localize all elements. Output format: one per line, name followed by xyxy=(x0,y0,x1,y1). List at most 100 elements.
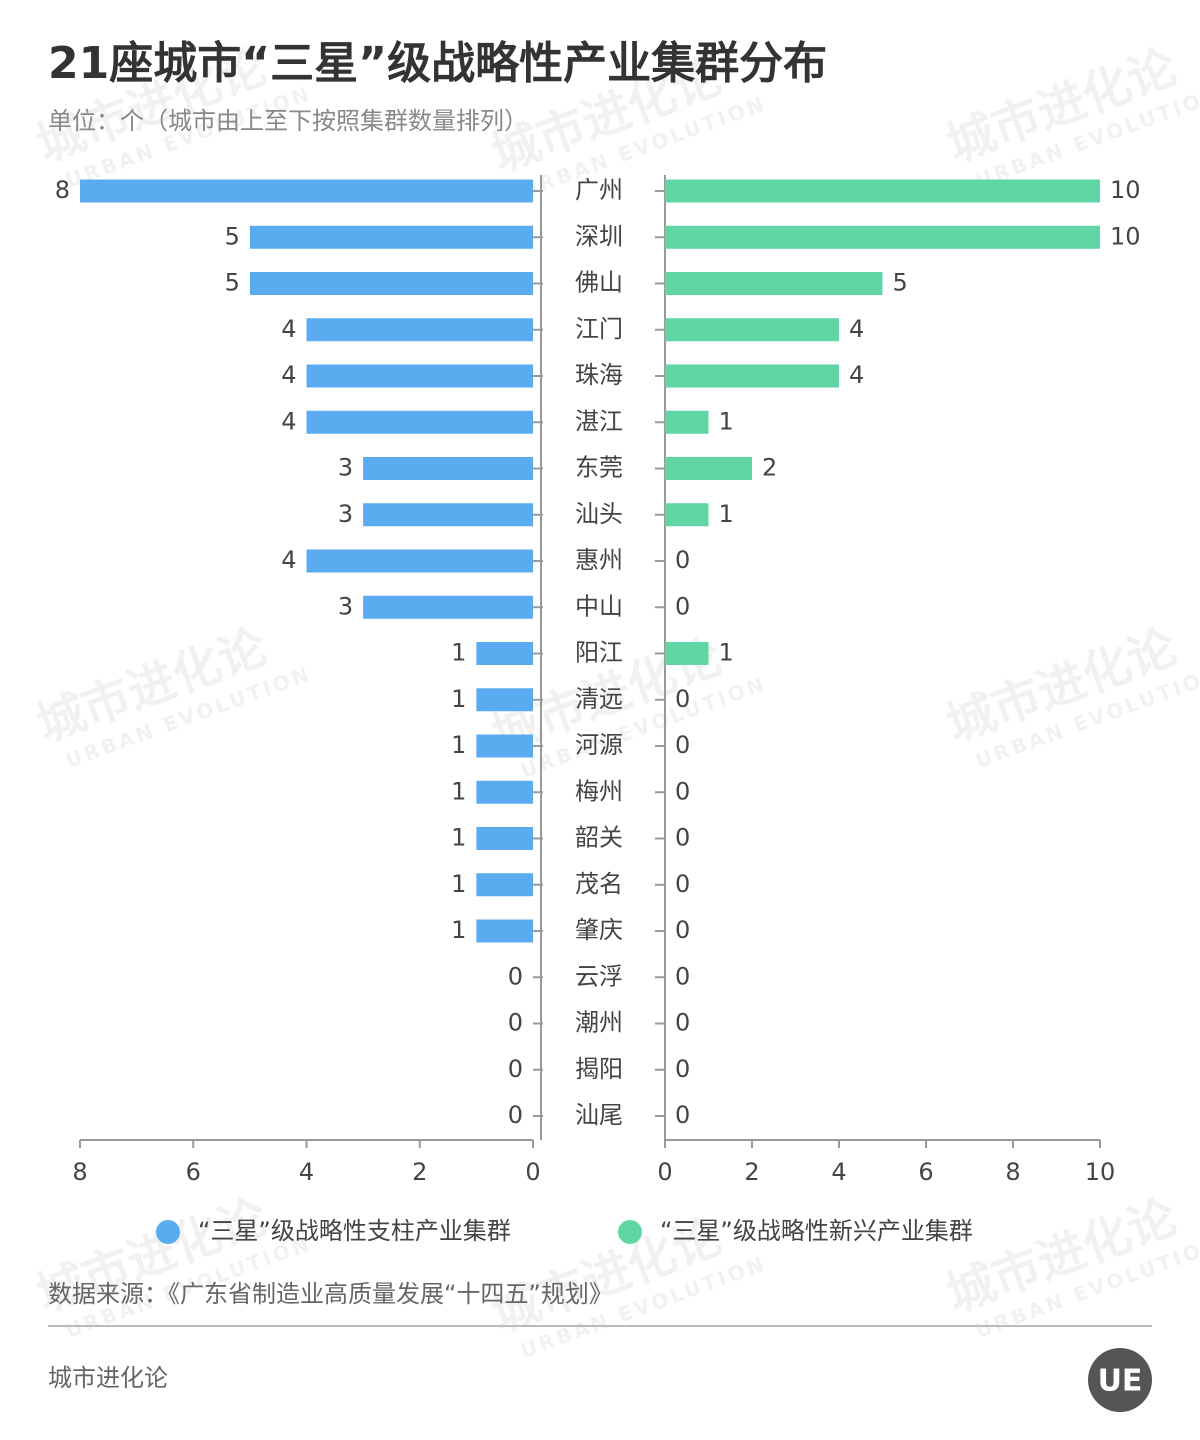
data-label: 3 xyxy=(338,592,353,620)
y-tick-label: 韶关 xyxy=(575,824,623,852)
x-tick-label: 8 xyxy=(72,1158,87,1186)
data-label: 4 xyxy=(281,407,296,435)
y-tick-label: 梅州 xyxy=(575,777,623,805)
x-tick-label: 4 xyxy=(831,1158,846,1186)
data-label: 10 xyxy=(1110,222,1141,250)
data-label: 0 xyxy=(675,916,690,944)
data-label: 0 xyxy=(675,1101,690,1129)
bar xyxy=(665,179,1100,203)
data-label: 1 xyxy=(451,916,466,944)
data-label: 10 xyxy=(1110,176,1141,204)
y-tick-label: 阳江 xyxy=(575,639,623,667)
bar xyxy=(665,364,839,388)
bar xyxy=(476,734,533,758)
data-label: 3 xyxy=(338,454,353,482)
y-tick-label: 珠海 xyxy=(575,361,623,389)
bar xyxy=(249,272,533,295)
data-label: 0 xyxy=(675,1055,690,1083)
bar xyxy=(665,503,709,527)
data-label: 2 xyxy=(762,454,777,482)
data-label: 0 xyxy=(675,592,690,620)
data-label: 4 xyxy=(281,546,296,574)
legend-label: “三星”级战略性新兴产业集群 xyxy=(660,1217,973,1245)
data-label: 0 xyxy=(675,962,690,990)
y-tick-label: 东莞 xyxy=(575,454,623,482)
data-label: 0 xyxy=(508,1055,523,1083)
data-label: 1 xyxy=(719,500,734,528)
data-label: 1 xyxy=(451,731,466,759)
bar xyxy=(306,318,533,342)
y-tick-label: 广州 xyxy=(575,176,623,204)
y-tick-label: 揭阳 xyxy=(575,1055,623,1083)
chart-title: 21座城市“三星”级战略性产业集群分布 xyxy=(48,38,827,89)
bar xyxy=(476,827,533,850)
y-tick-label: 中山 xyxy=(575,592,623,620)
y-tick-label: 佛山 xyxy=(575,269,623,297)
y-tick-label: 汕头 xyxy=(575,500,623,528)
data-label: 4 xyxy=(281,361,296,389)
x-tick-label: 2 xyxy=(744,1158,759,1186)
data-label: 0 xyxy=(675,870,690,898)
data-label: 4 xyxy=(849,315,864,343)
bar xyxy=(665,410,709,434)
data-label: 5 xyxy=(893,269,908,297)
y-tick-label: 江门 xyxy=(575,315,623,343)
bar xyxy=(363,503,533,527)
bar xyxy=(665,457,752,480)
y-tick-label: 汕尾 xyxy=(575,1101,623,1129)
data-label: 1 xyxy=(719,407,734,435)
x-tick-label: 8 xyxy=(1005,1158,1020,1186)
data-label: 1 xyxy=(451,824,466,852)
y-tick-label: 云浮 xyxy=(575,962,623,990)
data-label: 1 xyxy=(451,685,466,713)
data-label: 0 xyxy=(675,731,690,759)
bar xyxy=(306,549,533,573)
bar xyxy=(363,457,533,480)
data-label: 4 xyxy=(849,361,864,389)
y-tick-label: 深圳 xyxy=(575,222,623,250)
bar xyxy=(363,595,533,619)
bar xyxy=(80,179,533,203)
x-tick-label: 0 xyxy=(525,1158,540,1186)
data-label: 0 xyxy=(508,1009,523,1037)
data-label: 1 xyxy=(451,870,466,898)
data-label: 3 xyxy=(338,500,353,528)
x-tick-label: 2 xyxy=(412,1158,427,1186)
data-label: 0 xyxy=(675,685,690,713)
data-label: 0 xyxy=(675,1009,690,1037)
data-label: 0 xyxy=(508,1101,523,1129)
data-label: 5 xyxy=(225,269,240,297)
data-label: 1 xyxy=(451,777,466,805)
bar xyxy=(665,642,709,665)
source: 数据来源：《广东省制造业高质量发展“十四五”规划》 xyxy=(48,1280,613,1308)
bar xyxy=(306,410,533,434)
bar xyxy=(476,688,533,712)
bar xyxy=(665,225,1100,249)
bar xyxy=(476,780,533,804)
data-label: 4 xyxy=(281,315,296,343)
logo: UE xyxy=(1098,1364,1143,1399)
y-tick-label: 茂名 xyxy=(575,870,623,898)
legend-marker xyxy=(156,1220,180,1244)
bar xyxy=(476,642,533,665)
x-tick-label: 6 xyxy=(918,1158,933,1186)
data-label: 8 xyxy=(55,176,70,204)
bar xyxy=(476,919,533,943)
data-label: 1 xyxy=(451,639,466,667)
chart-subtitle: 单位：个（城市由上至下按照集群数量排列） xyxy=(48,107,528,135)
data-label: 1 xyxy=(719,639,734,667)
bar xyxy=(249,225,533,249)
data-label: 0 xyxy=(508,962,523,990)
legend-label: “三星”级战略性支柱产业集群 xyxy=(198,1217,511,1245)
bar xyxy=(665,272,883,295)
footer: 城市进化论 xyxy=(48,1364,168,1392)
y-tick-label: 惠州 xyxy=(575,546,623,574)
data-label: 0 xyxy=(675,824,690,852)
legend-marker xyxy=(618,1220,642,1244)
y-tick-label: 河源 xyxy=(575,731,623,759)
data-label: 0 xyxy=(675,546,690,574)
bar xyxy=(476,873,533,897)
data-label: 5 xyxy=(225,222,240,250)
y-tick-label: 肇庆 xyxy=(575,916,623,944)
logo-circle xyxy=(1088,1348,1152,1412)
